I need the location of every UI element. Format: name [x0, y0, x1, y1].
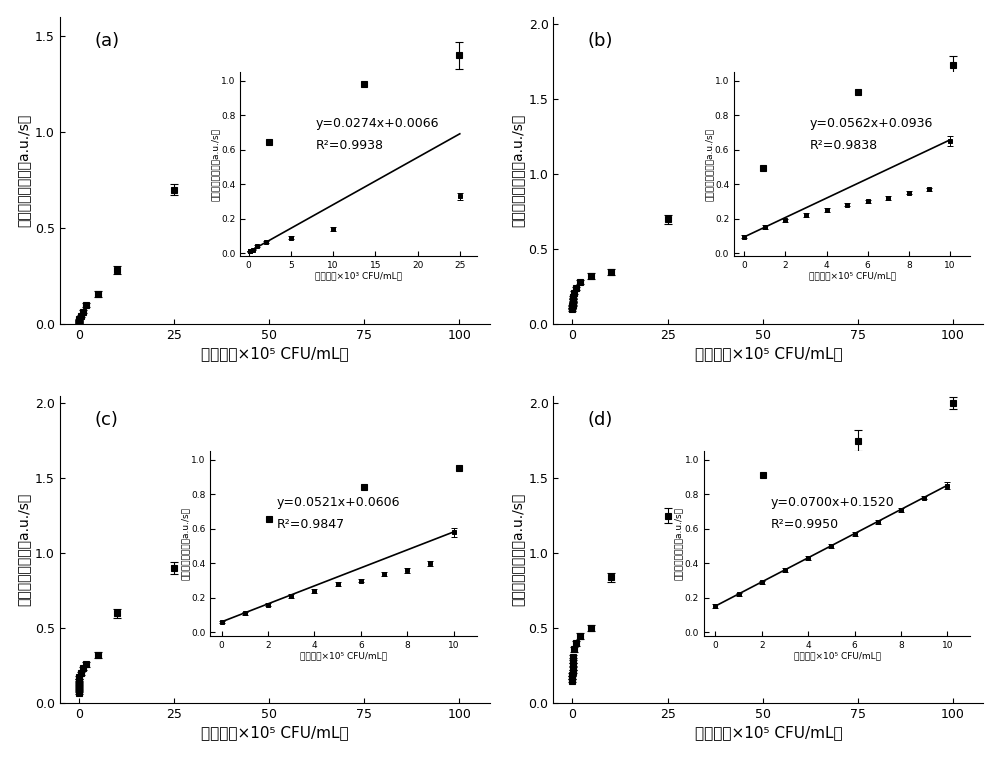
Text: (b): (b)	[588, 32, 613, 50]
Y-axis label: 荧光强度增长率（a.u./s）: 荧光强度增长率（a.u./s）	[17, 114, 31, 227]
Text: (d): (d)	[588, 411, 613, 429]
X-axis label: 菌浓度（×10⁵ CFU/mL）: 菌浓度（×10⁵ CFU/mL）	[695, 346, 842, 361]
Y-axis label: 荧光强度增长率（a.u./s）: 荧光强度增长率（a.u./s）	[17, 493, 31, 606]
Text: (c): (c)	[94, 411, 118, 429]
Text: (a): (a)	[94, 32, 119, 50]
X-axis label: 菌浓度（×10⁵ CFU/mL）: 菌浓度（×10⁵ CFU/mL）	[201, 725, 348, 740]
Y-axis label: 荧光强度增长率（a.u./s）: 荧光强度增长率（a.u./s）	[510, 493, 524, 606]
X-axis label: 菌浓度（×10⁵ CFU/mL）: 菌浓度（×10⁵ CFU/mL）	[695, 725, 842, 740]
Y-axis label: 荧光强度增长率（a.u./s）: 荧光强度增长率（a.u./s）	[510, 114, 524, 227]
X-axis label: 菌浓度（×10⁵ CFU/mL）: 菌浓度（×10⁵ CFU/mL）	[201, 346, 348, 361]
